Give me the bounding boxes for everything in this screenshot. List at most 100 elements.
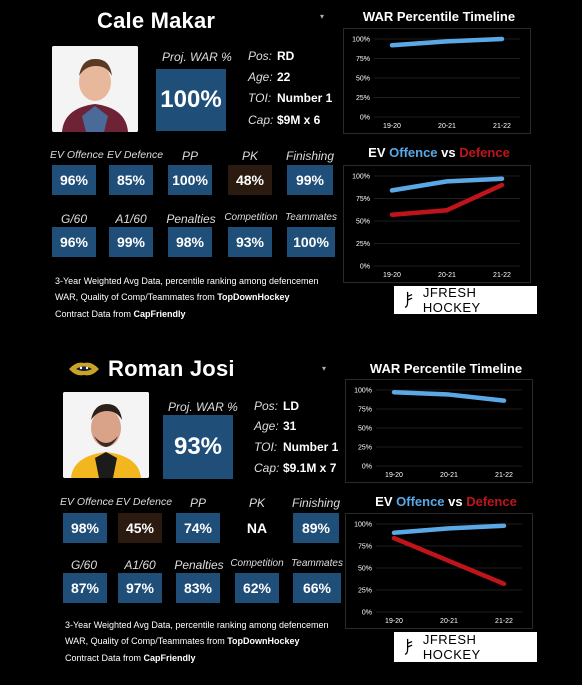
note-line-3: Contract Data from CapFriendly: [55, 309, 186, 319]
x-tick-label: 20-21: [438, 123, 456, 130]
stat-label-teammates: Teammates: [285, 212, 337, 223]
stat-tile-g60: 87%: [63, 573, 107, 603]
stat-tile-teammates: 66%: [293, 573, 341, 603]
stat-label-ev-offence: EV Offence: [60, 496, 114, 508]
stat-label-ev-offence: EV Offence: [50, 149, 104, 161]
y-tick-label: 0%: [362, 464, 372, 471]
brand-text: JFRESH HOCKEY: [422, 632, 481, 662]
series-line-1: [389, 182, 505, 217]
y-tick-label: 100%: [352, 174, 370, 181]
x-tick-label: 21-22: [493, 272, 511, 279]
jfresh-brand-badge: JFRESH HOCKEY: [394, 285, 537, 315]
note-line-2: WAR, Quality of Comp/Teammates from TopD…: [65, 636, 300, 646]
player-photo: [63, 392, 149, 478]
age-label: Age:: [248, 70, 273, 84]
y-tick-label: 75%: [358, 407, 372, 414]
x-tick-label: 20-21: [440, 618, 458, 625]
y-tick-label: 50%: [356, 219, 370, 226]
series-line-1: [391, 535, 507, 587]
stat-tile-pk: NA: [246, 520, 268, 536]
war-timeline-chart: 0% 25% 50% 75% 100% 19-20 20-21 21-22: [343, 28, 531, 134]
y-tick-label: 100%: [352, 37, 370, 44]
series-line-0: [391, 390, 507, 403]
stat-tile-finishing: 99%: [287, 165, 333, 195]
stat-label-g60: G/60: [70, 558, 97, 572]
y-tick-label: 50%: [356, 76, 370, 83]
stat-tile-competition: 62%: [235, 573, 279, 603]
cap-label: Cap:: [254, 461, 280, 475]
stat-label-penalties: Penalties: [174, 558, 224, 572]
stat-tile-g60: 96%: [52, 227, 96, 257]
ev-off-vs-def-chart: 0% 25% 50% 75% 100% 19-20 20-21 21-22: [345, 513, 533, 629]
chart-title-ev-off-vs-def: EV Offence vs Defence: [368, 145, 510, 160]
jfresh-logo-icon: [404, 291, 413, 308]
y-tick-label: 50%: [358, 566, 372, 573]
stat-label-ev-defence: EV Defence: [107, 149, 164, 161]
stat-tile-ev-offence: 98%: [63, 513, 107, 543]
age-value: 31: [283, 419, 297, 433]
stat-label-ev-defence: EV Defence: [116, 496, 173, 508]
stat-tile-pp: 100%: [168, 165, 212, 195]
proj-war-label: Proj. WAR %: [168, 400, 238, 414]
y-tick-label: 25%: [356, 241, 370, 248]
toi-value: Number 1: [283, 440, 339, 454]
y-tick-label: 0%: [362, 610, 372, 617]
toi-label: TOI:: [254, 440, 278, 454]
x-tick-label: 20-21: [438, 272, 456, 279]
stat-tile-pp: 74%: [176, 513, 220, 543]
x-tick-label: 19-20: [383, 272, 401, 279]
pos-value: RD: [277, 49, 295, 63]
stat-label-penalties: Penalties: [166, 212, 216, 226]
player-photo: [52, 46, 138, 132]
chart-title-war-timeline: WAR Percentile Timeline: [362, 9, 516, 24]
stat-label-finishing: Finishing: [285, 149, 335, 163]
player-name: Roman Josi: [108, 356, 235, 381]
cap-value: $9M x 6: [277, 113, 321, 127]
y-tick-label: 25%: [358, 445, 372, 452]
stat-label-a160: A1/60: [124, 558, 156, 572]
stat-label-finishing: Finishing: [291, 496, 341, 510]
stat-label-pp: PP: [181, 149, 198, 163]
stat-label-teammates: Teammates: [291, 558, 343, 569]
stat-tile-ev-defence: 45%: [118, 513, 162, 543]
chevron-down-icon: ▾: [320, 12, 325, 21]
pos-label: Pos:: [248, 49, 273, 63]
proj-war-label: Proj. WAR %: [162, 50, 232, 64]
jfresh-brand-badge: JFRESH HOCKEY: [394, 632, 537, 662]
stat-label-competition: Competition: [230, 558, 284, 569]
y-tick-label: 100%: [354, 522, 372, 529]
stat-tile-penalties: 83%: [176, 573, 220, 603]
x-tick-label: 19-20: [383, 123, 401, 130]
series-line-0: [389, 176, 505, 193]
proj-war-value: 100%: [156, 69, 226, 131]
toi-label: TOI:: [248, 91, 272, 105]
war-timeline-chart: 0% 25% 50% 75% 100% 19-20 20-21 21-22: [345, 379, 533, 483]
cap-label: Cap:: [248, 113, 274, 127]
stat-label-a160: A1/60: [115, 212, 147, 226]
stat-label-g60: G/60: [60, 212, 87, 226]
age-value: 22: [277, 70, 291, 84]
player-name: Cale Makar: [97, 8, 216, 33]
cap-value: $9.1M x 7: [283, 461, 337, 475]
age-label: Age:: [254, 419, 279, 433]
stat-tile-ev-offence: 96%: [52, 165, 96, 195]
pos-label: Pos:: [254, 399, 279, 413]
note-line-2: WAR, Quality of Comp/Teammates from TopD…: [55, 292, 290, 302]
y-tick-label: 100%: [354, 388, 372, 395]
y-tick-label: 25%: [358, 588, 372, 595]
jfresh-logo-icon: [404, 638, 413, 655]
stat-label-pp: PP: [189, 496, 206, 510]
y-tick-label: 75%: [356, 196, 370, 203]
y-tick-label: 50%: [358, 426, 372, 433]
stat-label-pk: PK: [248, 496, 265, 510]
chart-title-ev-off-vs-def: EV Offence vs Defence: [375, 494, 517, 509]
x-tick-label: 20-21: [440, 472, 458, 479]
chart-title-war-timeline: WAR Percentile Timeline: [369, 361, 523, 376]
y-tick-label: 25%: [356, 95, 370, 102]
y-tick-label: 75%: [356, 56, 370, 63]
series-line-0: [391, 523, 507, 536]
x-tick-label: 21-22: [495, 618, 513, 625]
player-card-makar: Cale Makar ▾ Proj. WAR % 100% Pos: RD Ag…: [0, 0, 582, 340]
chevron-down-icon: ▾: [322, 364, 327, 373]
proj-war-value: 93%: [163, 415, 233, 479]
